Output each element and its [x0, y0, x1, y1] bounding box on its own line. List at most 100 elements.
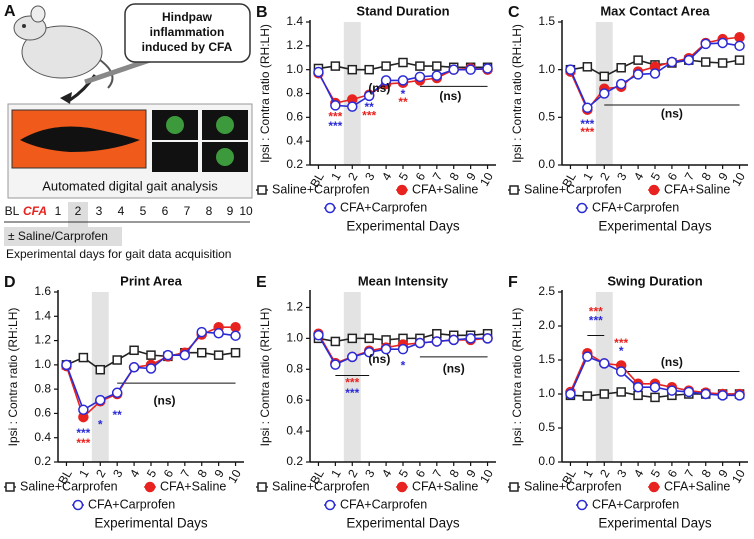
y-tick-label: 0.8 [286, 361, 303, 375]
data-point [364, 333, 374, 344]
x-tick-label: 8 [447, 170, 463, 183]
legend-marker [396, 184, 408, 196]
data-point [649, 381, 661, 393]
data-point [632, 69, 644, 80]
data-point [397, 343, 409, 355]
callout-text: induced by CFA [142, 40, 233, 54]
y-tick-label: 1.0 [286, 331, 303, 345]
x-tick-label: 5 [648, 170, 664, 183]
data-point [414, 71, 426, 83]
data-point [717, 58, 728, 68]
y-tick-label: 0.5 [538, 110, 555, 124]
data-point [61, 359, 72, 371]
annotation: ** [365, 100, 375, 114]
timeline-label: 2 [75, 204, 82, 218]
x-tick-label: 5 [396, 170, 412, 183]
panel-label: D [4, 274, 16, 291]
legend-label: CFA+Saline [412, 479, 478, 493]
x-tick-label: BL [55, 467, 75, 487]
data-point [482, 333, 493, 344]
legend-label: CFA+Carprofen [340, 497, 427, 511]
y-axis-title: Ipsi : Contra ratio (RH:LH) [258, 308, 272, 447]
timeline-label: 8 [206, 204, 213, 218]
y-tick-label: 1.0 [538, 386, 555, 400]
annotation: (ns) [661, 355, 683, 369]
x-tick-label: 2 [597, 467, 613, 480]
y-tick-label: 0.4 [286, 423, 303, 437]
legend-label: CFA+Saline [664, 182, 730, 196]
timeline-label: 4 [118, 204, 125, 218]
legend-label: Saline+Carprofen [524, 182, 622, 196]
data-point [363, 90, 375, 102]
x-tick-label: 8 [699, 467, 715, 480]
x-tick-label: 10 [477, 467, 496, 486]
legend-marker [257, 482, 267, 492]
data-point [78, 404, 89, 416]
data-point [397, 75, 409, 86]
annotation: (ns) [661, 107, 683, 121]
legend-marker [257, 185, 267, 195]
callout-text: Hindpaw [162, 10, 213, 24]
data-point [482, 63, 493, 74]
legend-label: CFA+Carprofen [592, 497, 679, 511]
y-tick-label: 1.2 [286, 38, 303, 52]
legend-marker [648, 184, 660, 196]
y-tick-label: 0.2 [286, 454, 303, 468]
legend-label: CFA+Saline [412, 182, 478, 196]
timeline-label: 6 [162, 204, 169, 218]
y-tick-label: 0.6 [286, 110, 303, 124]
timeline: BL CFA 1 2 3 4 5 6 7 8 9 10 [5, 204, 253, 218]
x-axis-title: Experimental Days [598, 516, 712, 531]
data-point [734, 40, 745, 52]
data-point [582, 351, 593, 362]
y-tick-label: 1.4 [286, 14, 303, 28]
y-axis-title: Ipsi : Contra ratio (RH:LH) [258, 24, 272, 163]
data-point [414, 337, 426, 349]
legend-marker [576, 499, 588, 511]
x-tick-label: 3 [614, 467, 630, 480]
y-tick-label: 1.0 [538, 62, 555, 76]
annotation: *** [328, 119, 342, 133]
x-tick-label: 1 [580, 170, 596, 183]
x-tick-label: 1 [328, 170, 344, 183]
y-tick-label: 0.5 [538, 420, 555, 434]
data-point [347, 351, 358, 363]
data-point [95, 394, 106, 406]
y-tick-label: 0.0 [538, 157, 555, 171]
x-tick-label: 2 [93, 467, 109, 480]
paw-print [166, 116, 184, 134]
data-point [582, 102, 593, 114]
x-axis-title: Experimental Days [346, 516, 460, 531]
legend-marker [576, 202, 588, 214]
y-tick-label: 0.2 [34, 454, 51, 468]
legend-label: CFA+Carprofen [88, 497, 175, 511]
x-tick-label: 4 [127, 467, 143, 480]
y-tick-label: 2.0 [538, 318, 555, 332]
x-tick-label: 4 [631, 467, 647, 480]
data-point [700, 388, 711, 400]
data-point [582, 62, 593, 72]
legend-marker [396, 481, 408, 493]
y-axis-title: Ipsi : Contra ratio (RH:LH) [6, 308, 20, 447]
data-point [398, 57, 408, 68]
data-point [700, 57, 711, 67]
x-tick-label: 5 [396, 467, 412, 480]
x-tick-label: 3 [110, 467, 126, 480]
annotation: *** [589, 305, 603, 319]
data-point [465, 333, 476, 344]
chart-panel: F Swing Duration 0.0 0.5 1.0 1.5 2.0 2.5 BL 1 2 3 4 5… [508, 273, 748, 531]
annotation: * [401, 358, 406, 372]
data-point [415, 61, 425, 71]
y-tick-label: 1.5 [538, 352, 555, 366]
x-tick-label: 7 [682, 170, 698, 183]
data-point [213, 350, 224, 360]
legend-marker [648, 481, 660, 493]
annotation: ** [398, 95, 408, 109]
x-axis-title: Experimental Days [598, 219, 712, 234]
data-point [565, 64, 576, 75]
y-tick-label: 1.2 [34, 333, 51, 347]
chart-title: Max Contact Area [600, 3, 710, 18]
y-tick-label: 1.6 [34, 284, 51, 298]
annotation: *** [614, 336, 628, 350]
data-point [683, 54, 695, 66]
